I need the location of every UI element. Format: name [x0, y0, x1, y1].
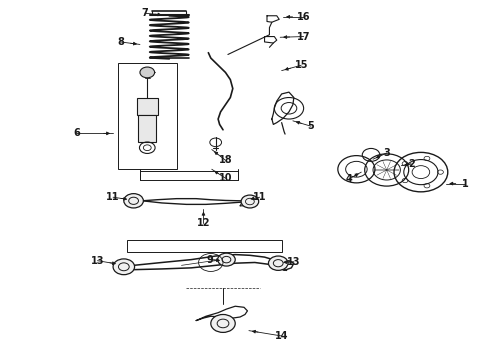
Bar [139, 116, 156, 142]
Text: 5: 5 [308, 121, 315, 131]
Bar [127, 240, 282, 252]
Text: 12: 12 [196, 218, 210, 228]
Text: 14: 14 [275, 331, 289, 341]
Text: 16: 16 [297, 12, 310, 22]
Text: 3: 3 [383, 148, 390, 158]
Text: 11: 11 [253, 192, 267, 202]
Text: 10: 10 [219, 173, 232, 183]
Circle shape [113, 259, 135, 275]
Text: 2: 2 [408, 159, 415, 169]
Circle shape [218, 253, 235, 266]
Text: 15: 15 [294, 60, 308, 70]
Circle shape [241, 195, 259, 208]
Text: 8: 8 [117, 37, 124, 47]
Bar [118, 63, 176, 169]
Text: 7: 7 [142, 8, 148, 18]
Text: 13: 13 [91, 256, 104, 266]
Text: 9: 9 [206, 255, 213, 265]
Text: 17: 17 [297, 32, 310, 41]
Text: 11: 11 [106, 192, 120, 202]
Text: 18: 18 [219, 155, 232, 165]
Circle shape [211, 315, 235, 332]
Bar [140, 171, 238, 180]
Text: 6: 6 [73, 129, 80, 138]
Circle shape [269, 256, 288, 270]
Circle shape [140, 67, 155, 78]
Text: 4: 4 [345, 174, 352, 184]
Bar [137, 98, 158, 116]
Text: 1: 1 [462, 179, 468, 189]
Text: 13: 13 [287, 257, 300, 267]
Circle shape [124, 194, 144, 208]
